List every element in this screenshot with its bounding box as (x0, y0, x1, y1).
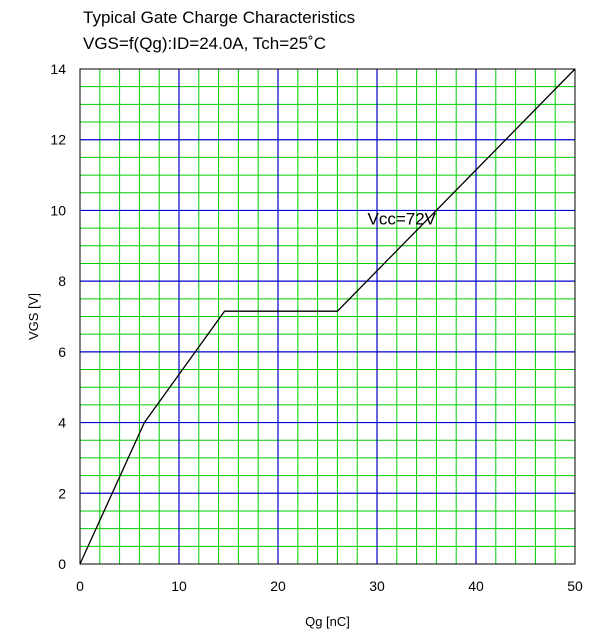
series-layer (79, 68, 576, 565)
y-tick-label: 14 (50, 61, 66, 77)
minor-grid (80, 69, 575, 564)
chart-subtitle: VGS=f(Qg):ID=24.0A, Tch=25˚C (83, 34, 326, 53)
major-grid (80, 69, 575, 564)
annotation-layer: Vcc=72V (367, 210, 436, 229)
x-tick-label: 10 (171, 578, 187, 594)
y-tick-label: 2 (58, 485, 66, 501)
x-tick-label: 40 (468, 578, 484, 594)
series-line (79, 68, 576, 565)
plot-frame (79, 68, 576, 565)
y-tick-label: 6 (58, 344, 66, 360)
y-tick-label: 12 (50, 132, 66, 148)
y-tick-label: 4 (58, 415, 66, 431)
y-tick-label: 0 (58, 556, 66, 572)
x-tick-label: 50 (567, 578, 583, 594)
x-tick-label: 20 (270, 578, 286, 594)
y-tick-label: 8 (58, 273, 66, 289)
chart-title: Typical Gate Charge Characteristics (83, 8, 356, 27)
y-tick-label: 10 (50, 202, 66, 218)
x-tick-label: 0 (76, 578, 84, 594)
tick-labels: 0 10 20 30 40 50 0 2 4 6 8 10 12 14 (50, 61, 583, 594)
x-tick-label: 30 (369, 578, 385, 594)
y-axis-label: VGS [V] (26, 293, 41, 340)
annotation-vcc: Vcc=72V (367, 210, 436, 229)
x-axis-label: Qg [nC] (305, 614, 350, 629)
